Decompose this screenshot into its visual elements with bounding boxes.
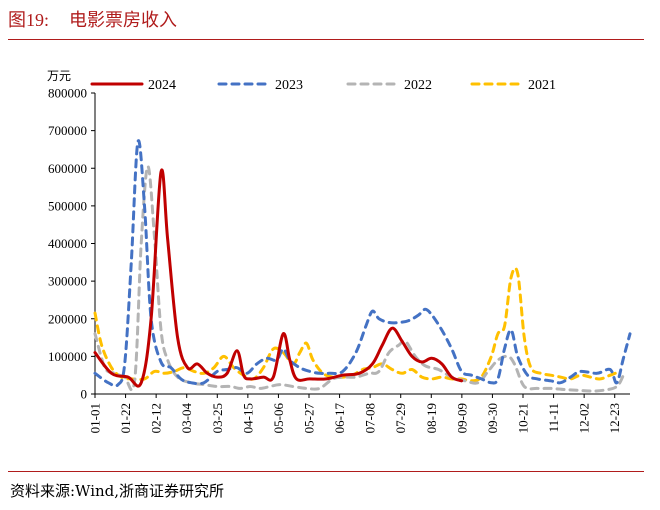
series-line-2023 bbox=[93, 139, 632, 388]
x-tick-label: 04-15 bbox=[240, 403, 255, 433]
x-tick-label: 12-02 bbox=[577, 403, 592, 433]
x-tick-label: 10-21 bbox=[516, 403, 531, 433]
series-line-2022 bbox=[93, 164, 625, 393]
x-tick-label: 08-19 bbox=[424, 403, 439, 433]
y-tick-label: 800000 bbox=[48, 86, 87, 101]
figure-title: 图19: 电影票房收入 bbox=[8, 6, 177, 32]
legend-label-2023: 2023 bbox=[275, 78, 303, 93]
y-tick-label: 200000 bbox=[48, 311, 87, 326]
x-tick-label: 07-08 bbox=[363, 403, 378, 433]
x-tick-label: 07-29 bbox=[393, 403, 408, 433]
x-tick-label: 05-06 bbox=[271, 403, 286, 434]
x-tick-label: 01-01 bbox=[88, 403, 103, 433]
y-tick-label: 700000 bbox=[48, 123, 87, 138]
series-line-2024 bbox=[93, 168, 464, 388]
legend-label-2024: 2024 bbox=[148, 78, 176, 93]
x-tick-label: 05-27 bbox=[302, 403, 317, 434]
y-tick-label: 300000 bbox=[48, 274, 87, 289]
figure-title-text: 电影票房收入 bbox=[69, 10, 178, 31]
y-tick-label: 600000 bbox=[48, 161, 87, 176]
series-line-2021 bbox=[93, 266, 622, 383]
legend-label-2022: 2022 bbox=[404, 78, 432, 93]
x-tick-label: 02-12 bbox=[149, 403, 164, 433]
x-tick-label: 09-30 bbox=[485, 403, 500, 433]
y-unit-label: 万元 bbox=[47, 69, 71, 83]
x-tick-label: 09-09 bbox=[454, 403, 469, 433]
title-rule bbox=[8, 39, 644, 40]
axes-layer: 800000 700000 600000 500000 400000 300000 2000… bbox=[48, 86, 630, 434]
series-layer bbox=[93, 139, 632, 393]
box-office-chart: 800000 700000 600000 500000 400000 300000 2000… bbox=[47, 69, 632, 434]
source-note: 资料来源:Wind,浙商证券研究所 bbox=[10, 482, 225, 500]
x-tick-label: 03-25 bbox=[210, 403, 225, 433]
x-tick-label: 06-17 bbox=[332, 403, 347, 434]
y-tick-label: 100000 bbox=[48, 349, 87, 364]
y-tick-label: 400000 bbox=[48, 236, 87, 251]
x-tick-label: 01-22 bbox=[118, 403, 133, 433]
figure-number: 图19: bbox=[8, 10, 50, 30]
x-tick-label: 03-04 bbox=[179, 403, 194, 434]
source-rule bbox=[8, 471, 644, 472]
y-tick-label: 0 bbox=[81, 387, 88, 402]
y-tick-label: 500000 bbox=[48, 198, 87, 213]
x-tick-label: 12-23 bbox=[607, 403, 622, 433]
legend-label-2021: 2021 bbox=[528, 78, 556, 93]
legend: 2024 2023 2022 2021 bbox=[90, 78, 556, 93]
x-tick-label: 11-11 bbox=[546, 403, 561, 432]
